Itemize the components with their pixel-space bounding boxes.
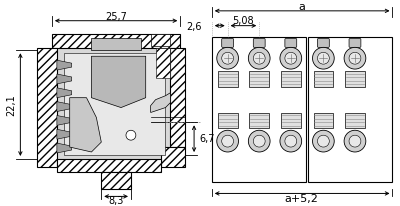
Circle shape xyxy=(349,136,361,147)
Bar xyxy=(314,113,333,129)
FancyBboxPatch shape xyxy=(349,39,361,48)
Circle shape xyxy=(318,136,329,147)
Circle shape xyxy=(222,136,234,147)
Circle shape xyxy=(344,131,366,152)
Polygon shape xyxy=(57,61,72,71)
Circle shape xyxy=(312,131,334,152)
Circle shape xyxy=(126,131,136,140)
Text: a+5,2: a+5,2 xyxy=(285,193,318,203)
Polygon shape xyxy=(57,130,72,139)
Circle shape xyxy=(349,53,361,65)
Text: 5,08: 5,08 xyxy=(233,16,254,26)
Bar xyxy=(218,113,238,129)
Bar xyxy=(345,113,365,129)
Text: 25,7: 25,7 xyxy=(105,12,127,22)
Polygon shape xyxy=(57,88,72,98)
Polygon shape xyxy=(57,75,72,84)
FancyBboxPatch shape xyxy=(253,39,265,48)
Polygon shape xyxy=(151,93,170,113)
Bar xyxy=(92,39,141,51)
Bar xyxy=(101,172,131,188)
Circle shape xyxy=(217,48,238,70)
Bar xyxy=(160,147,185,167)
Circle shape xyxy=(285,136,297,147)
Circle shape xyxy=(222,53,234,65)
Circle shape xyxy=(253,136,265,147)
Bar xyxy=(57,159,160,172)
FancyBboxPatch shape xyxy=(222,39,234,48)
Bar xyxy=(170,49,185,147)
Bar xyxy=(156,49,170,78)
Circle shape xyxy=(344,48,366,70)
Bar xyxy=(212,37,306,182)
Circle shape xyxy=(217,131,238,152)
Text: a: a xyxy=(298,2,305,12)
Bar xyxy=(218,72,238,87)
FancyBboxPatch shape xyxy=(318,39,329,48)
Bar xyxy=(314,72,333,87)
Circle shape xyxy=(312,48,334,70)
Bar xyxy=(345,72,365,87)
Polygon shape xyxy=(57,143,72,153)
Polygon shape xyxy=(57,116,72,126)
Polygon shape xyxy=(92,57,146,108)
Polygon shape xyxy=(70,98,101,152)
Bar xyxy=(281,113,301,129)
Circle shape xyxy=(318,53,329,65)
Polygon shape xyxy=(64,54,166,155)
Bar xyxy=(151,34,170,47)
Text: 2,6: 2,6 xyxy=(186,22,202,32)
Circle shape xyxy=(285,53,297,65)
Text: 6,7: 6,7 xyxy=(199,133,214,143)
FancyBboxPatch shape xyxy=(285,39,297,48)
Bar xyxy=(249,72,269,87)
Bar xyxy=(37,49,57,167)
Bar xyxy=(308,37,392,182)
Circle shape xyxy=(253,53,265,65)
Text: 22,1: 22,1 xyxy=(6,94,16,116)
Circle shape xyxy=(280,48,302,70)
Circle shape xyxy=(248,131,270,152)
Text: 8,3: 8,3 xyxy=(108,195,124,205)
Bar xyxy=(52,34,180,49)
Circle shape xyxy=(248,48,270,70)
Bar xyxy=(57,49,170,159)
Polygon shape xyxy=(57,102,72,112)
Bar xyxy=(249,113,269,129)
Circle shape xyxy=(280,131,302,152)
Bar xyxy=(281,72,301,87)
